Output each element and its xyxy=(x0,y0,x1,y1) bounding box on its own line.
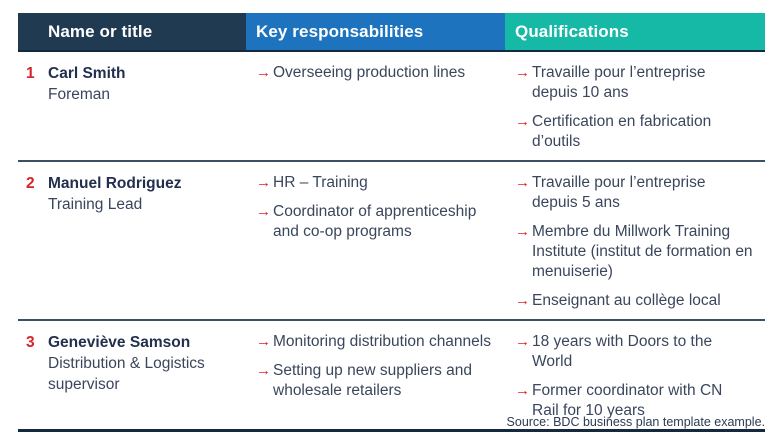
person-block: Carl Smith Foreman xyxy=(48,63,126,152)
list-item: → HR – Training xyxy=(256,173,493,193)
person-title: Training Lead xyxy=(48,196,143,213)
person-name: Carl Smith xyxy=(48,65,126,82)
arrow-bullet-icon: → xyxy=(256,333,271,350)
team-table: Name or title Key responsabilities Quali… xyxy=(18,13,765,432)
bullet-text: Travaille pour l’entreprise depuis 10 an… xyxy=(532,64,706,101)
list-item: → Overseeing production lines xyxy=(256,63,493,83)
arrow-bullet-icon: → xyxy=(515,113,530,130)
name-cell: 2 Manuel Rodriguez Training Lead xyxy=(18,171,246,311)
person-block: Manuel Rodriguez Training Lead xyxy=(48,173,181,311)
row-number: 1 xyxy=(26,65,35,82)
qualifications-list: → 18 years with Doors to the World → For… xyxy=(515,332,753,421)
responsibilities-cell: → Monitoring distribution channels → Set… xyxy=(246,330,505,421)
list-item: → Travaille pour l’entreprise depuis 5 a… xyxy=(515,173,753,213)
arrow-bullet-icon: → xyxy=(515,292,530,309)
table-row: 2 Manuel Rodriguez Training Lead → HR – … xyxy=(18,160,765,319)
responsibilities-cell: → HR – Training → Coordinator of apprent… xyxy=(246,171,505,311)
list-item: → 18 years with Doors to the World xyxy=(515,332,753,372)
arrow-bullet-icon: → xyxy=(256,203,271,220)
person-name: Geneviève Samson xyxy=(48,334,191,351)
arrow-bullet-icon: → xyxy=(515,382,530,399)
person-title: Distribution & Logistics supervisor xyxy=(48,355,205,393)
table-row: 1 Carl Smith Foreman → Overseeing produc… xyxy=(18,52,765,160)
person-title: Foreman xyxy=(48,86,111,103)
list-item: → Coordinator of apprenticeship and co-o… xyxy=(256,202,493,242)
bullet-text: Monitoring distribution channels xyxy=(273,333,491,350)
bullet-text: Overseeing production lines xyxy=(273,64,466,81)
qualifications-list: → Travaille pour l’entreprise depuis 5 a… xyxy=(515,173,753,311)
name-cell: 3 Geneviève Samson Distribution & Logist… xyxy=(18,330,246,421)
qualifications-cell: → 18 years with Doors to the World → For… xyxy=(505,330,765,421)
source-note: Source: BDC business plan template examp… xyxy=(506,415,765,429)
row-number: 2 xyxy=(26,175,35,192)
bullet-text: Coordinator of apprenticeship and co-op … xyxy=(273,203,477,240)
list-item: → Enseignant au collège local xyxy=(515,291,753,311)
bullet-text: Setting up new suppliers and wholesale r… xyxy=(273,362,473,399)
list-item: → Former coordinator with CN Rail for 10… xyxy=(515,381,753,421)
arrow-bullet-icon: → xyxy=(256,362,271,379)
qualifications-cell: → Travaille pour l’entreprise depuis 10 … xyxy=(505,61,765,152)
responsibilities-list: → HR – Training → Coordinator of apprent… xyxy=(256,173,493,242)
arrow-bullet-icon: → xyxy=(515,223,530,240)
table-body: 1 Carl Smith Foreman → Overseeing produc… xyxy=(18,52,765,432)
arrow-bullet-icon: → xyxy=(515,64,530,81)
qualifications-cell: → Travaille pour l’entreprise depuis 5 a… xyxy=(505,171,765,311)
arrow-bullet-icon: → xyxy=(515,174,530,191)
arrow-bullet-icon: → xyxy=(515,333,530,350)
list-item: → Travaille pour l’entreprise depuis 10 … xyxy=(515,63,753,103)
bullet-text: HR – Training xyxy=(273,174,368,191)
bullet-text: Travaille pour l’entreprise depuis 5 ans xyxy=(532,174,706,211)
name-cell: 1 Carl Smith Foreman xyxy=(18,61,246,152)
column-header-responsibilities: Key responsabilities xyxy=(246,13,505,50)
arrow-bullet-icon: → xyxy=(256,64,271,81)
list-item: → Certification en fabrication d’outils xyxy=(515,112,753,152)
qualifications-list: → Travaille pour l’entreprise depuis 10 … xyxy=(515,63,753,152)
responsibilities-list: → Overseeing production lines xyxy=(256,63,493,83)
table-row: 3 Geneviève Samson Distribution & Logist… xyxy=(18,319,765,429)
bullet-text: Former coordinator with CN Rail for 10 y… xyxy=(532,382,723,419)
row-number: 3 xyxy=(26,334,35,351)
bullet-text: Enseignant au collège local xyxy=(532,292,721,309)
responsibilities-list: → Monitoring distribution channels → Set… xyxy=(256,332,493,401)
list-item: → Membre du Millwork Training Institute … xyxy=(515,222,753,282)
bullet-text: Certification en fabrication d’outils xyxy=(532,113,712,150)
person-name: Manuel Rodriguez xyxy=(48,175,182,192)
column-header-qualifications: Qualifications xyxy=(505,13,765,50)
bullet-text: 18 years with Doors to the World xyxy=(532,333,713,370)
person-block: Geneviève Samson Distribution & Logistic… xyxy=(48,332,246,421)
table-header-row: Name or title Key responsabilities Quali… xyxy=(18,13,765,52)
column-header-name: Name or title xyxy=(18,13,246,50)
responsibilities-cell: → Overseeing production lines xyxy=(246,61,505,152)
list-item: → Setting up new suppliers and wholesale… xyxy=(256,361,493,401)
list-item: → Monitoring distribution channels xyxy=(256,332,493,352)
bullet-text: Membre du Millwork Training Institute (i… xyxy=(532,223,753,280)
arrow-bullet-icon: → xyxy=(256,174,271,191)
